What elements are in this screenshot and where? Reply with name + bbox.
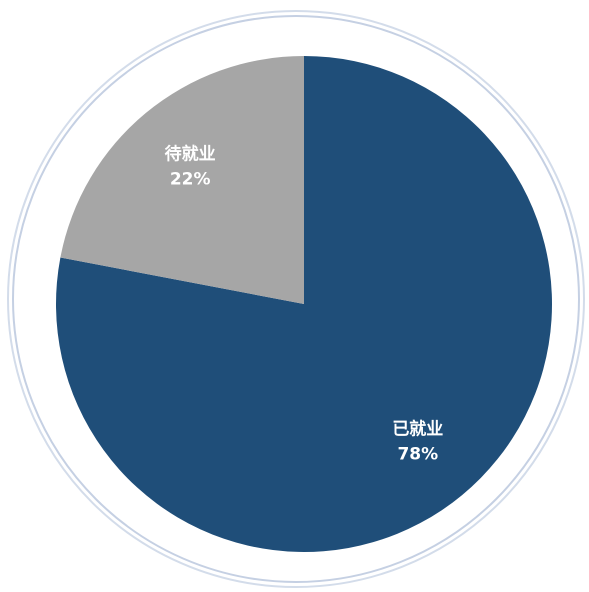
outer-ring	[7, 10, 585, 588]
slice-category-label: 待就业	[165, 143, 216, 164]
slice-value-label: 78%	[397, 445, 438, 465]
pie-slice	[60, 56, 304, 304]
slice-value-label: 22%	[170, 169, 211, 189]
pie-slice	[56, 56, 552, 552]
slice-category-label: 已就业	[392, 419, 443, 440]
inner-ring	[12, 15, 580, 583]
